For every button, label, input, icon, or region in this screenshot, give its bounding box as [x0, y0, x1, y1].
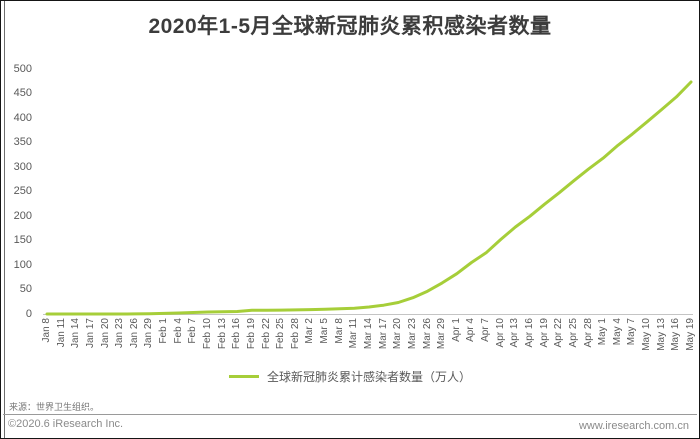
x-axis-tick-label: May 16: [670, 318, 682, 351]
x-axis-tick-label: Jan 26: [128, 318, 140, 349]
x-axis-tick-label: Mar 5: [319, 318, 331, 344]
website-link[interactable]: www.iresearch.com.cn: [578, 420, 689, 432]
x-axis-tick-label: Jan 11: [55, 318, 67, 348]
x-axis-tick-label: Mar 29: [436, 318, 448, 350]
x-axis-tick-label: Jan 23: [114, 318, 126, 349]
x-axis-tick-label: Apr 4: [465, 318, 477, 342]
x-axis-tick-label: Mar 2: [304, 318, 316, 344]
x-axis-tick-label: Apr 16: [524, 318, 535, 348]
y-axis-tick-label: 350: [13, 136, 32, 148]
x-axis-tick-label: Mar 17: [377, 318, 389, 350]
x-axis-tick-label: Feb 16: [231, 318, 243, 350]
y-axis-tick-label: 300: [13, 160, 32, 173]
x-axis-tick-label: Feb 7: [187, 318, 199, 344]
x-axis-tick-label: Apr 10: [494, 318, 506, 348]
y-axis-tick-label: 250: [13, 185, 32, 197]
x-axis-tick-label: Feb 22: [260, 318, 272, 350]
legend-line-swatch: [228, 374, 259, 378]
source-note: 来源：世界卫生组织。: [9, 402, 100, 412]
x-axis-tick-label: Jan 14: [70, 318, 82, 349]
x-axis-tick-label: Mar 14: [363, 318, 374, 350]
x-axis-tick-label: Apr 19: [538, 318, 550, 348]
y-axis-tick-label: 500: [13, 62, 32, 75]
legend-label: 全球新冠肺炎累计感染者数量（万人）: [266, 369, 471, 384]
x-axis-tick-label: Feb 10: [202, 318, 213, 350]
legend: 全球新冠肺炎累计感染者数量（万人）: [1, 368, 699, 384]
copyright-text: ©2020.6 iResearch Inc.: [8, 418, 124, 430]
x-axis-tick-label: Mar 8: [333, 318, 345, 344]
x-axis-tick-label: May 19: [685, 318, 696, 351]
x-axis-tick-label: Feb 19: [245, 318, 257, 350]
x-axis-tick-label: Feb 1: [158, 318, 170, 344]
x-axis-tick-label: Apr 7: [480, 318, 492, 342]
x-axis-tick-label: Feb 25: [275, 318, 287, 350]
y-axis-tick-label: 450: [13, 87, 32, 99]
x-axis-tick-label: Mar 20: [392, 318, 404, 350]
x-axis-tick-label: Mar 11: [348, 318, 360, 349]
left-frame-line: [4, 1, 5, 438]
x-axis-tick-label: Apr 25: [567, 318, 579, 348]
x-axis-tick-label: Feb 28: [289, 318, 301, 350]
y-axis-tick-label: 50: [19, 283, 32, 295]
y-axis-tick-label: 100: [13, 258, 32, 271]
x-axis-tick-label: Jan 17: [84, 318, 96, 349]
x-axis-tick-label: Jan 8: [41, 318, 52, 343]
x-axis-tick-label: Jan 29: [143, 318, 155, 349]
x-axis-tick-label: Mar 26: [421, 318, 433, 350]
x-axis-tick-label: Mar 23: [406, 318, 418, 350]
x-axis-tick-label: Apr 28: [582, 318, 594, 348]
y-axis-tick-label: 400: [13, 111, 32, 124]
x-axis-tick-label: Jan 20: [99, 318, 111, 349]
x-axis-tick-label: May 7: [626, 318, 638, 346]
x-axis-tick-label: May 4: [611, 318, 623, 346]
y-axis-tick-label: 0: [25, 307, 32, 320]
x-axis-tick-label: Apr 22: [553, 318, 565, 348]
x-axis-tick-label: May 1: [597, 318, 609, 346]
y-axis-tick-label: 200: [13, 209, 32, 222]
x-axis-tick-label: Apr 1: [450, 318, 462, 342]
x-axis-tick-label: Apr 13: [509, 318, 521, 348]
x-axis-tick-label: May 10: [641, 318, 653, 351]
page-title: 2020年1-5月全球新冠肺炎累积感染者数量: [148, 15, 552, 38]
x-axis-tick-label: Feb 13: [216, 318, 228, 350]
x-axis-tick-label: May 13: [655, 318, 667, 351]
y-axis-tick-label: 150: [13, 234, 32, 246]
footer-divider: [3, 414, 697, 415]
series-line: [45, 80, 693, 316]
x-axis-tick-label: Feb 4: [172, 318, 184, 344]
